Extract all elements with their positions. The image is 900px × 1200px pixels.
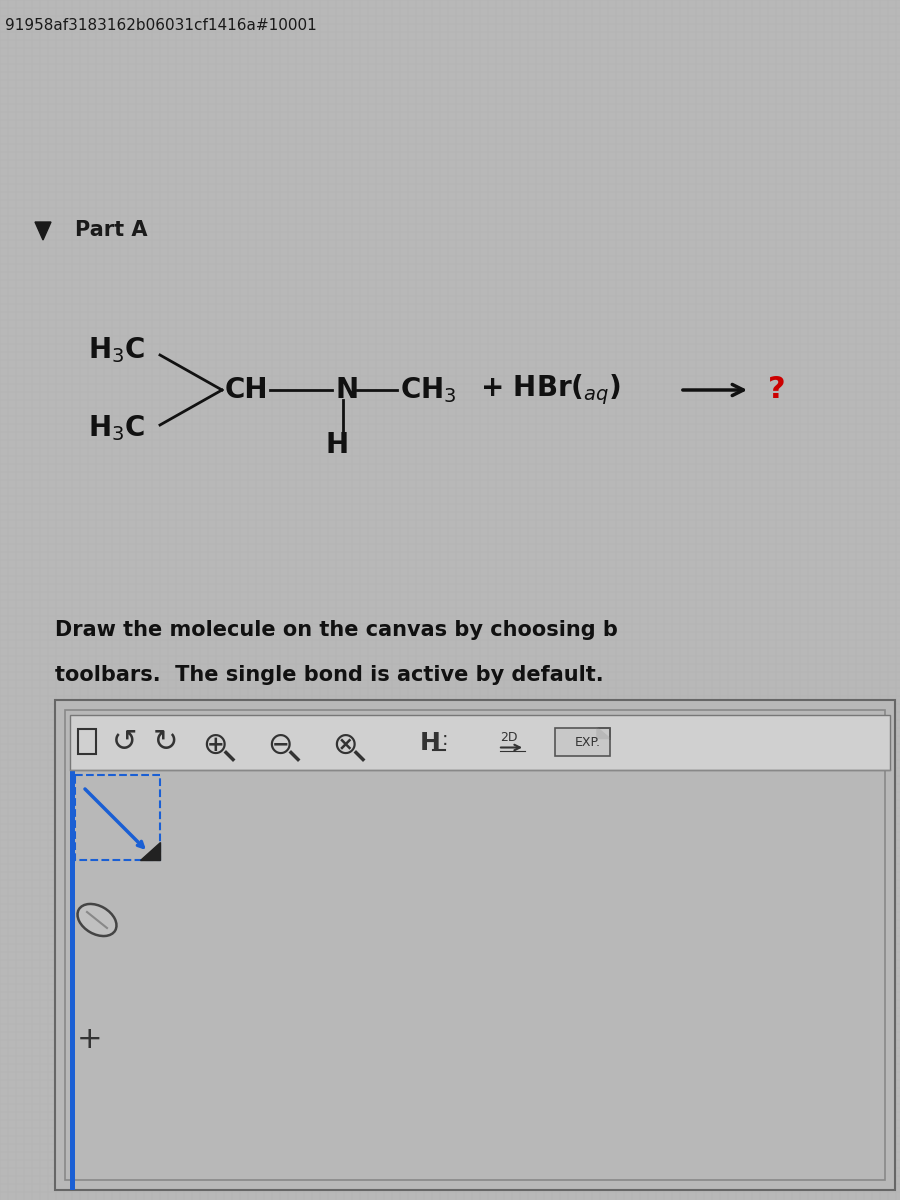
Bar — [78, 728, 96, 754]
Text: toolbars.  The single bond is active by default.: toolbars. The single bond is active by d… — [55, 665, 604, 685]
Text: 91958af3183162b06031cf1416a#10001: 91958af3183162b06031cf1416a#10001 — [5, 18, 317, 32]
Text: Part A: Part A — [75, 220, 148, 240]
Text: ?: ? — [768, 376, 786, 404]
Text: ↻: ↻ — [152, 728, 178, 757]
Text: ⊗: ⊗ — [332, 731, 358, 760]
Bar — [55, 700, 895, 1190]
Text: H$_3$C: H$_3$C — [88, 413, 145, 443]
Text: CH$_3$: CH$_3$ — [400, 376, 456, 404]
Text: EXP.: EXP. — [575, 736, 601, 749]
Text: Draw the molecule on the canvas by choosing b: Draw the molecule on the canvas by choos… — [55, 620, 618, 640]
Polygon shape — [140, 842, 160, 860]
Text: + HBr($_{aq}$): + HBr($_{aq}$) — [480, 373, 621, 407]
Ellipse shape — [77, 904, 116, 936]
Text: H: H — [325, 431, 348, 458]
Text: H: H — [419, 731, 440, 755]
Polygon shape — [35, 222, 51, 240]
Text: +: + — [77, 1026, 103, 1055]
Text: ↺: ↺ — [112, 728, 138, 757]
Text: H$_3$C: H$_3$C — [88, 335, 145, 365]
Bar — [75, 775, 160, 860]
Text: CH: CH — [225, 376, 268, 404]
Polygon shape — [597, 727, 610, 738]
Text: 2D: 2D — [500, 731, 518, 744]
Text: N: N — [335, 376, 358, 404]
Text: :: : — [442, 730, 448, 749]
Text: ⊕: ⊕ — [202, 731, 228, 760]
Bar — [70, 715, 890, 770]
Text: ⊖: ⊖ — [267, 731, 293, 760]
Bar — [65, 710, 885, 1180]
Bar — [555, 727, 610, 756]
Bar — [70, 770, 75, 1190]
